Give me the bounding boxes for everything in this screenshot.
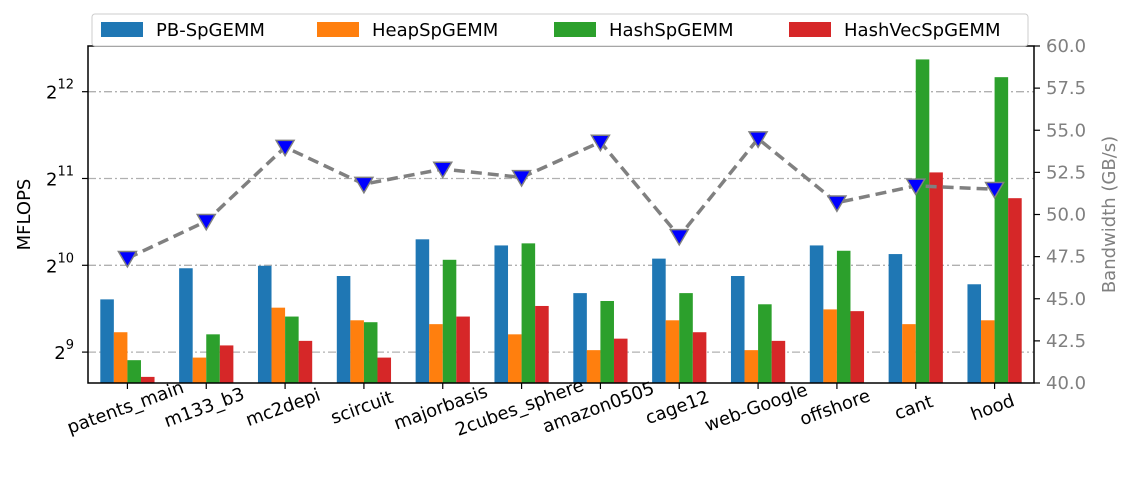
bar-heapspgemm	[271, 307, 286, 383]
bar-hashspgemm	[206, 334, 220, 383]
bar-pb-spgemm	[336, 276, 351, 383]
y-tick-label: 210	[46, 251, 74, 277]
x-tick-label: mc2depi	[243, 385, 323, 431]
legend-label: HashSpGEMM	[609, 20, 734, 41]
bar-hashvecspgemm	[613, 338, 628, 383]
bar-pb-spgemm	[652, 258, 666, 383]
legend-swatch	[554, 22, 596, 37]
bar-pb-spgemm	[730, 276, 745, 383]
bar-hashvecspgemm	[140, 376, 155, 383]
bandwidth-marker	[905, 178, 927, 196]
y2-tick-label: 40.0	[1046, 373, 1086, 394]
legend-swatch	[317, 22, 359, 37]
bar-hashvecspgemm	[850, 311, 865, 383]
legend-label: HeapSpGEMM	[372, 20, 498, 41]
bar-heapspgemm	[665, 320, 680, 383]
bar-hashspgemm	[836, 250, 851, 383]
bar-pb-spgemm	[257, 265, 272, 383]
legend-label: HashVecSpGEMM	[844, 20, 1000, 41]
bar-pb-spgemm	[967, 284, 982, 383]
bar-hashspgemm	[758, 304, 772, 383]
y2-tick-label: 42.5	[1046, 331, 1086, 352]
bandwidth-marker	[432, 161, 454, 180]
y2-tick-label: 50.0	[1046, 205, 1086, 226]
bandwidth-marker	[590, 134, 611, 153]
bar-heapspgemm	[586, 350, 601, 383]
bar-hashvecspgemm	[535, 305, 549, 383]
bar-hashspgemm	[994, 77, 1009, 384]
bar-hashspgemm	[679, 293, 693, 383]
bar-hashspgemm	[285, 316, 299, 383]
y-axis-title: MFLOPS	[14, 179, 35, 251]
y-tick-label: 29	[54, 338, 74, 364]
x-tick-label: offshore	[797, 385, 873, 430]
bandwidth-marker	[668, 228, 690, 247]
bandwidth-series-line	[126, 136, 995, 260]
bar-hashspgemm	[363, 322, 378, 383]
bar-heapspgemm	[113, 332, 128, 383]
grid-lines	[88, 91, 1034, 353]
bar-hashspgemm	[127, 360, 141, 383]
bars	[100, 59, 1022, 384]
bar-hashvecspgemm	[771, 340, 786, 383]
bar-hashvecspgemm	[1008, 198, 1022, 383]
legend-swatch	[789, 22, 831, 37]
bandwidth-marker	[984, 181, 1005, 200]
y-tick-label: 211	[46, 164, 74, 190]
y2-tick-label: 52.5	[1046, 162, 1086, 183]
y2-tick-label: 47.5	[1046, 247, 1086, 268]
bar-heapspgemm	[508, 334, 522, 383]
bar-hashvecspgemm	[456, 316, 470, 383]
axes: 29 210 211 212 40.0 42.5 45.0 47.5 50.0 52.5 55.0 5…	[14, 36, 1120, 441]
bar-pb-spgemm	[809, 245, 824, 383]
legend-label: PB-SpGEMM	[156, 20, 265, 41]
bar-hashvecspgemm	[219, 345, 234, 383]
bar-hashvecspgemm	[929, 172, 943, 383]
bandwidth-line	[117, 131, 1005, 269]
bar-heapspgemm	[429, 324, 443, 383]
bar-hashspgemm	[600, 300, 614, 383]
legend-swatch	[101, 22, 143, 37]
bar-pb-spgemm	[179, 268, 193, 383]
x-tick-label: web-Google	[702, 380, 811, 437]
bandwidth-marker	[826, 195, 848, 213]
bar-heapspgemm	[744, 350, 759, 383]
y2-axis-title: Bandwidth (GB/s)	[1099, 136, 1120, 293]
y-tick-label: 212	[46, 78, 74, 104]
bar-pb-spgemm	[100, 299, 114, 383]
y2-tick-label: 57.5	[1046, 78, 1086, 99]
x-tick-label: scircuit	[328, 387, 396, 429]
y2-tick-label: 60.0	[1046, 36, 1086, 57]
legend: PB-SpGEMM HeapSpGEMM HashSpGEMM HashVecSpGE…	[91, 13, 1029, 47]
bar-pb-spgemm	[573, 293, 587, 383]
y2-tick-label: 45.0	[1046, 289, 1086, 310]
bar-heapspgemm	[902, 324, 916, 383]
bar-heapspgemm	[823, 309, 837, 383]
bar-pb-spgemm	[415, 239, 430, 383]
bar-hashvecspgemm	[377, 357, 392, 383]
bar-hashvecspgemm	[298, 340, 313, 383]
x-tick-label: hood	[968, 390, 1017, 425]
bar-hashspgemm	[442, 259, 457, 383]
bar-heapspgemm	[350, 320, 364, 383]
bar-hashspgemm	[915, 59, 930, 384]
bar-hashvecspgemm	[692, 332, 707, 383]
y2-tick-label: 55.0	[1046, 120, 1086, 141]
bandwidth-marker	[353, 176, 375, 195]
bar-pb-spgemm	[494, 245, 509, 383]
bar-heapspgemm	[981, 320, 995, 383]
bandwidth-marker	[195, 213, 217, 232]
bar-heapspgemm	[192, 357, 207, 383]
bandwidth-marker	[274, 139, 296, 158]
x-tick-label: cant	[892, 391, 936, 424]
bandwidth-marker	[511, 169, 532, 188]
bandwidth-marker	[747, 131, 769, 149]
bandwidth-marker	[117, 250, 138, 269]
bar-hashspgemm	[521, 243, 536, 383]
bar-pb-spgemm	[888, 254, 903, 383]
